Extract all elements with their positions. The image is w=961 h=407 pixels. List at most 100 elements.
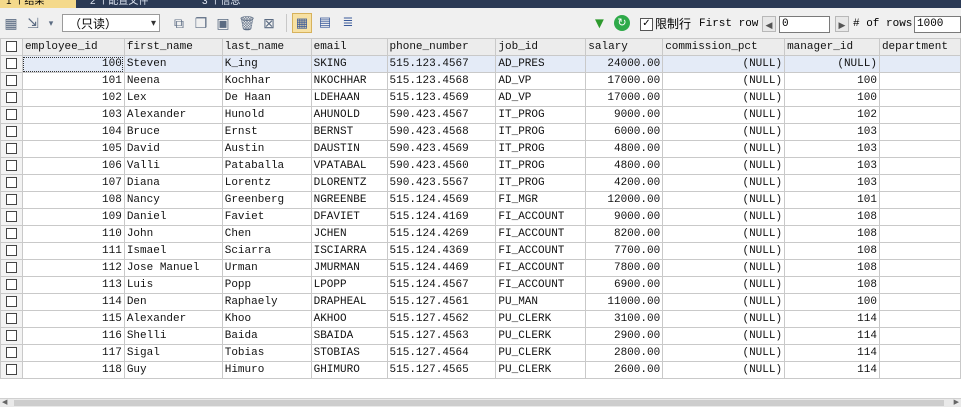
row-checkbox[interactable] [0,157,23,175]
column-header-commission-pct[interactable]: commission_pct [662,38,786,56]
cell-salary[interactable]: 4800.00 [585,157,664,175]
cell-last-name[interactable]: Hunold [221,106,312,124]
cell-manager-id[interactable]: 114 [784,361,880,379]
cell-department[interactable] [878,140,961,158]
cell-job-id[interactable]: IT_PROG [495,106,587,124]
cell-job-id[interactable]: FI_ACCOUNT [495,242,587,260]
cell-commission-pct[interactable]: (NULL) [662,55,786,73]
cell-manager-id[interactable]: 108 [784,242,880,260]
cell-email[interactable]: SKING [310,55,388,73]
cell-job-id[interactable]: FI_ACCOUNT [495,225,587,243]
table-row[interactable]: 108 Nancy Greenberg NGREENBE 515.124.4569 FI_… [0,191,961,209]
cell-last-name[interactable]: Popp [221,276,312,294]
cell-employee-id[interactable]: 114 [21,293,125,311]
cell-commission-pct[interactable]: (NULL) [662,72,786,90]
cell-last-name[interactable]: Himuro [221,361,312,379]
cell-employee-id[interactable]: 107 [21,174,125,192]
cell-employee-id[interactable]: 109 [21,208,125,226]
dropdown-arrow-icon[interactable]: ▾ [48,18,54,28]
row-checkbox[interactable] [0,191,23,209]
row-checkbox[interactable] [0,344,23,362]
cell-first-name[interactable]: Diana [123,174,223,192]
select-all-checkbox[interactable] [0,38,23,56]
column-header-manager-id[interactable]: manager_id [784,38,880,56]
cell-phone-number[interactable]: 515.123.4567 [386,55,497,73]
cell-department[interactable] [878,327,961,345]
cell-first-name[interactable]: Nancy [123,191,223,209]
cell-manager-id[interactable]: 103 [784,140,880,158]
cell-last-name[interactable]: De Haan [221,89,312,107]
limit-rows-checkbox[interactable]: ✓ [640,18,653,31]
cell-manager-id[interactable]: 108 [784,208,880,226]
cell-first-name[interactable]: David [123,140,223,158]
cell-phone-number[interactable]: 515.123.4568 [386,72,497,90]
cell-email[interactable]: DRAPHEAL [310,293,388,311]
cell-last-name[interactable]: Raphaely [221,293,312,311]
cell-phone-number[interactable]: 515.124.4169 [386,208,497,226]
cell-employee-id[interactable]: 117 [21,344,125,362]
cell-commission-pct[interactable]: (NULL) [662,157,786,175]
cell-salary[interactable]: 2600.00 [585,361,664,379]
cell-first-name[interactable]: Jose Manuel [123,259,223,277]
cell-job-id[interactable]: FI_MGR [495,191,587,209]
cell-job-id[interactable]: AD_PRES [495,55,587,73]
table-row[interactable]: 105 David Austin DAUSTIN 590.423.4569 IT_PROG… [0,140,961,158]
cell-job-id[interactable]: PU_CLERK [495,344,587,362]
tab-profiles[interactable]: 2 个配置文件 [90,0,149,7]
cell-salary[interactable]: 9000.00 [585,208,664,226]
cell-email[interactable]: DLORENTZ [310,174,388,192]
cell-job-id[interactable]: AD_VP [495,89,587,107]
cell-salary[interactable]: 9000.00 [585,106,664,124]
cell-phone-number[interactable]: 515.127.4562 [386,310,497,328]
cell-email[interactable]: BERNST [310,123,388,141]
cell-employee-id[interactable]: 118 [21,361,125,379]
cell-phone-number[interactable]: 515.123.4569 [386,89,497,107]
cell-phone-number[interactable]: 515.124.4469 [386,259,497,277]
cell-salary[interactable]: 2900.00 [585,327,664,345]
cell-manager-id[interactable]: 114 [784,310,880,328]
duplicate-row-icon[interactable]: ⧉ [174,15,184,31]
cell-salary[interactable]: 8200.00 [585,225,664,243]
cell-employee-id[interactable]: 115 [21,310,125,328]
cell-email[interactable]: DAUSTIN [310,140,388,158]
cell-department[interactable] [878,89,961,107]
cell-commission-pct[interactable]: (NULL) [662,123,786,141]
cell-first-name[interactable]: Alexander [123,310,223,328]
cell-salary[interactable]: 7800.00 [585,259,664,277]
column-header-salary[interactable]: salary [585,38,664,56]
cell-department[interactable] [878,191,961,209]
cell-job-id[interactable]: FI_ACCOUNT [495,276,587,294]
table-row[interactable]: 107 Diana Lorentz DLORENTZ 590.423.5567 IT_PR… [0,174,961,192]
cell-first-name[interactable]: Alexander [123,106,223,124]
cell-job-id[interactable]: PU_CLERK [495,361,587,379]
cell-job-id[interactable]: FI_ACCOUNT [495,259,587,277]
row-checkbox[interactable] [0,361,23,379]
cell-phone-number[interactable]: 515.124.4369 [386,242,497,260]
row-checkbox[interactable] [0,55,23,73]
cell-commission-pct[interactable]: (NULL) [662,225,786,243]
cell-department[interactable] [878,259,961,277]
cell-job-id[interactable]: IT_PROG [495,140,587,158]
cell-commission-pct[interactable]: (NULL) [662,344,786,362]
cell-commission-pct[interactable]: (NULL) [662,259,786,277]
cell-first-name[interactable]: Steven [123,55,223,73]
cell-salary[interactable]: 11000.00 [585,293,664,311]
column-header-first-name[interactable]: first_name [123,38,223,56]
cell-employee-id[interactable]: 113 [21,276,125,294]
cell-department[interactable] [878,225,961,243]
cell-salary[interactable]: 12000.00 [585,191,664,209]
row-checkbox[interactable] [0,310,23,328]
cell-commission-pct[interactable]: (NULL) [662,310,786,328]
cell-last-name[interactable]: Lorentz [221,174,312,192]
cell-email[interactable]: NGREENBE [310,191,388,209]
cell-manager-id[interactable]: 114 [784,327,880,345]
cell-salary[interactable]: 17000.00 [585,72,664,90]
cell-manager-id[interactable]: 103 [784,174,880,192]
cell-employee-id[interactable]: 103 [21,106,125,124]
cell-job-id[interactable]: AD_VP [495,72,587,90]
cell-phone-number[interactable]: 515.124.4269 [386,225,497,243]
cell-department[interactable] [878,123,961,141]
save-icon[interactable]: ▣ [216,15,230,31]
cell-employee-id[interactable]: 105 [21,140,125,158]
cell-phone-number[interactable]: 590.423.4560 [386,157,497,175]
